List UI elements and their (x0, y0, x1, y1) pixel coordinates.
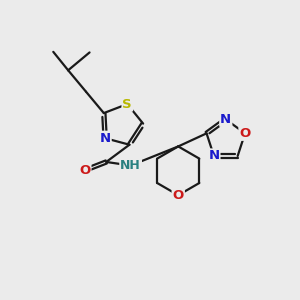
Text: O: O (79, 164, 91, 177)
Text: O: O (172, 189, 184, 202)
Text: O: O (239, 127, 250, 140)
Text: N: N (208, 149, 220, 162)
Text: N: N (100, 132, 111, 145)
Text: NH: NH (120, 159, 141, 172)
Text: S: S (122, 98, 132, 111)
Text: N: N (220, 113, 231, 126)
